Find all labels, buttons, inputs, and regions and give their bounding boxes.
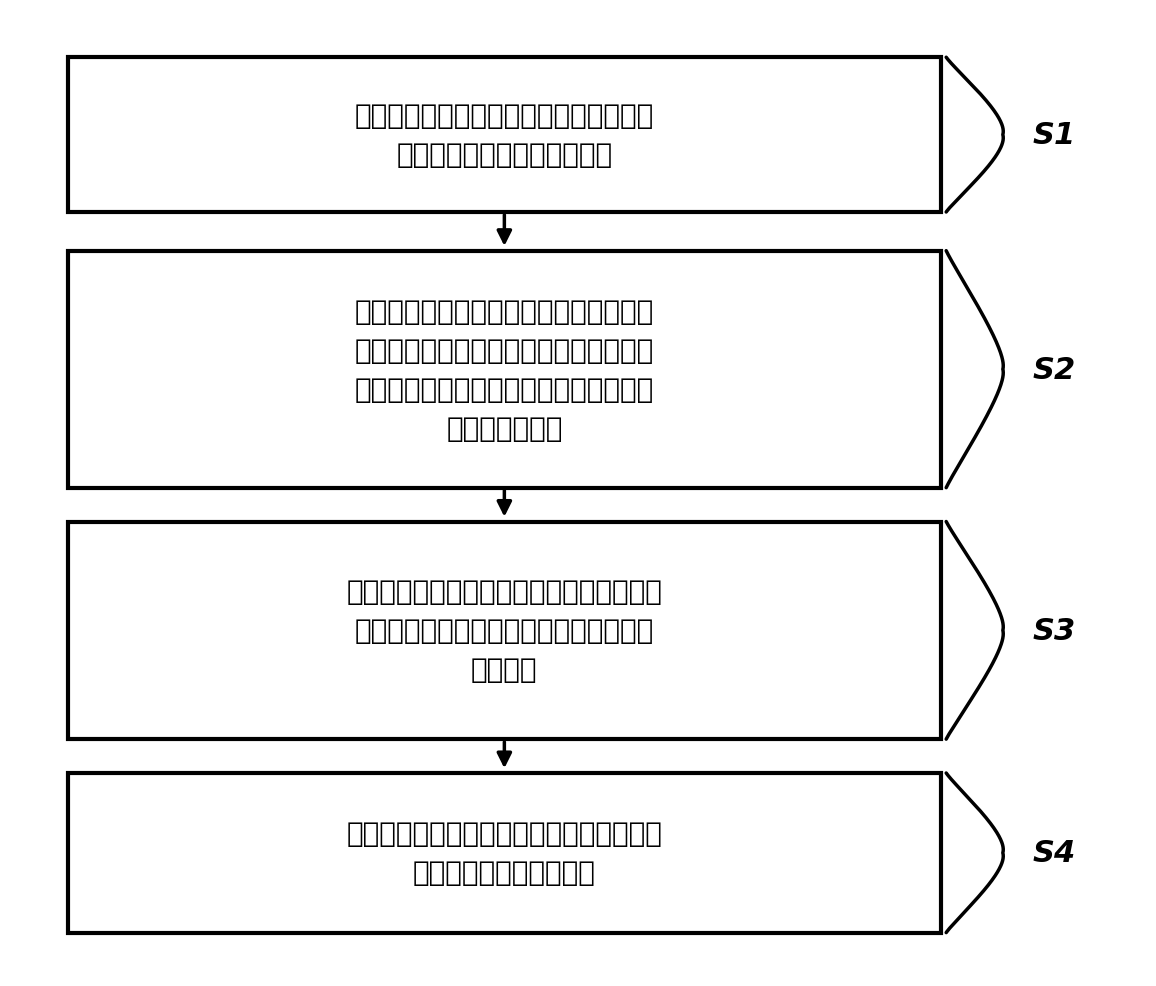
Text: 执行喷头加热指令，加热喷头；执行第一
次进丝指令，将残留打印丝挤出熔腔；执
行第二次进丝指令，将第一次进丝后被熔
化的丝挤出熔腔: 执行喷头加热指令，加热喷头；执行第一 次进丝指令，将残留打印丝挤出熔腔；执 行第…: [355, 298, 654, 443]
FancyBboxPatch shape: [68, 773, 941, 933]
Text: S1: S1: [1032, 121, 1075, 150]
FancyBboxPatch shape: [68, 58, 941, 213]
FancyBboxPatch shape: [68, 522, 941, 740]
FancyBboxPatch shape: [68, 251, 941, 488]
Text: S3: S3: [1032, 616, 1075, 645]
Text: S4: S4: [1032, 838, 1075, 868]
Text: 执行回抽处理指令，将打印丝反方向提升，
使得熔腔内部形成部分空虚空间，空气进
入熔腔内: 执行回抽处理指令，将打印丝反方向提升， 使得熔腔内部形成部分空虚空间，空气进 入…: [347, 578, 662, 683]
Text: 当接收重新打印的请求时，喷头离开原打
印位置并移动到预定初始位置: 当接收重新打印的请求时，喷头离开原打 印位置并移动到预定初始位置: [355, 102, 654, 169]
Text: S2: S2: [1032, 355, 1075, 385]
Text: 执行第三次进丝指令，开始填充熔腔，已经
吐出的丝自动从喷嘴掉落: 执行第三次进丝指令，开始填充熔腔，已经 吐出的丝自动从喷嘴掉落: [347, 819, 662, 886]
